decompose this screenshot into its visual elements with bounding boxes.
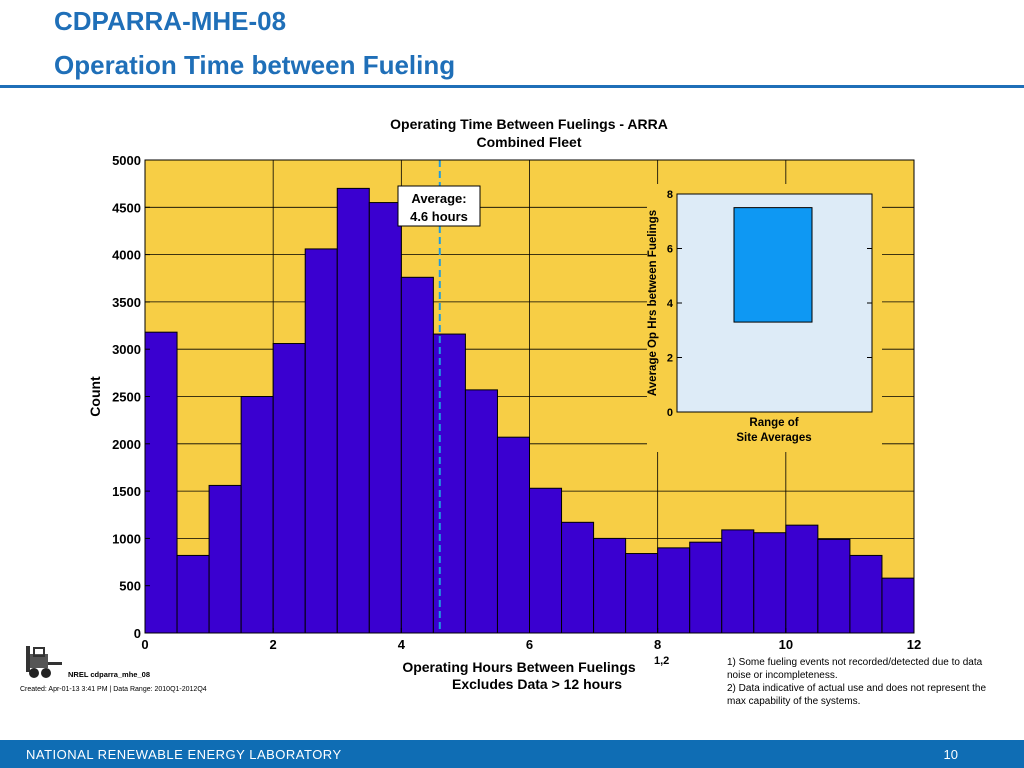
- x-tick-label: 10: [779, 637, 793, 652]
- histogram-bar: [561, 521, 595, 634]
- histogram-bar: [400, 276, 434, 634]
- histogram-bar: [657, 547, 691, 634]
- footnotes: 1) Some fueling events not recorded/dete…: [727, 656, 987, 708]
- average-annotation-line1: Average:: [411, 191, 466, 206]
- y-tick-label: 3500: [112, 295, 141, 310]
- y-tick-label: 3000: [112, 342, 141, 357]
- y-tick-label: 2500: [112, 390, 141, 405]
- x-axis-sublabel: Excludes Data > 12 hours: [452, 676, 622, 692]
- page-number: 10: [943, 747, 958, 762]
- footer-org-name: NATIONAL RENEWABLE ENERGY LABORATORY: [26, 747, 342, 762]
- histogram-bar: [272, 343, 306, 634]
- inset-y-tick-label: 4: [667, 298, 674, 310]
- histogram-bar: [689, 541, 723, 634]
- inset-x-label: Range of: [749, 417, 798, 429]
- x-tick-label: 0: [141, 637, 148, 652]
- y-axis-label: Count: [87, 376, 103, 417]
- chart-title-line2: Combined Fleet: [476, 134, 581, 150]
- inset-y-tick-label: 8: [667, 189, 673, 201]
- y-tick-label: 4500: [112, 200, 141, 215]
- histogram-bar: [432, 333, 466, 634]
- inset-y-tick-label: 2: [667, 353, 673, 365]
- y-tick-label: 5000: [112, 153, 141, 168]
- x-axis-label-superscript: 1,2: [654, 655, 669, 667]
- histogram-bar: [496, 436, 531, 634]
- x-tick-label: 2: [270, 637, 277, 652]
- average-annotation-box: [397, 185, 481, 227]
- site-average-range-box: [733, 207, 813, 323]
- histogram-bar: [176, 554, 210, 634]
- inset-y-axis-label: Average Op Hrs between Fuelings: [647, 210, 659, 396]
- inset-y-tick-label: 6: [667, 244, 673, 256]
- histogram-bar: [529, 487, 563, 634]
- histogram-bar: [785, 524, 819, 634]
- average-annotation-line2: 4.6 hours: [410, 209, 468, 224]
- histogram-bar: [593, 537, 627, 634]
- footnote-2: 2) Data indicative of actual use and doe…: [727, 683, 987, 707]
- x-tick-label: 6: [526, 637, 533, 652]
- histogram-bar: [304, 248, 338, 634]
- inset-y-tick-label: 0: [667, 407, 673, 419]
- footer-bar: NATIONAL RENEWABLE ENERGY LABORATORY 10: [0, 740, 1024, 768]
- histogram-bar: [849, 554, 883, 634]
- histogram-bar: [721, 529, 755, 634]
- histogram-bar: [817, 538, 851, 634]
- y-tick-label: 2000: [112, 437, 141, 452]
- slide-title-line1: CDPARRA-MHE-08: [54, 6, 287, 36]
- histogram-bar: [881, 577, 915, 634]
- created-info: Created: Apr-01-13 3:41 PM | Data Range:…: [20, 686, 207, 693]
- y-tick-label: 0: [134, 626, 141, 641]
- title-divider: [0, 85, 1024, 88]
- histogram-bar: [625, 553, 659, 634]
- inset-x-label-line2: Site Averages: [736, 432, 811, 444]
- histogram-bar: [368, 202, 402, 634]
- y-tick-label: 1000: [112, 531, 141, 546]
- histogram-chart: 0500100015002000250030003500400045005000…: [87, 116, 921, 692]
- x-axis-label: Operating Hours Between Fuelings: [402, 659, 636, 675]
- nrel-chart-id: NREL cdparra_mhe_08: [68, 670, 150, 679]
- x-tick-label: 8: [654, 637, 661, 652]
- x-tick-label: 12: [907, 637, 921, 652]
- y-tick-label: 4000: [112, 248, 141, 263]
- chart-title: Operating Time Between Fuelings - ARRA: [390, 116, 668, 132]
- slide-title-line2: Operation Time between Fueling: [54, 50, 456, 80]
- histogram-bar: [208, 484, 242, 634]
- histogram-bar: [240, 396, 274, 634]
- y-tick-label: 500: [119, 579, 141, 594]
- histogram-bar: [753, 532, 787, 634]
- histogram-bar: [464, 389, 498, 634]
- forklift-logo-icon: [22, 642, 66, 687]
- histogram-bar: [336, 187, 370, 634]
- footnote-1: 1) Some fueling events not recorded/dete…: [727, 657, 983, 681]
- histogram-bar: [144, 331, 178, 634]
- y-tick-label: 1500: [112, 484, 141, 499]
- x-tick-label: 4: [398, 637, 406, 652]
